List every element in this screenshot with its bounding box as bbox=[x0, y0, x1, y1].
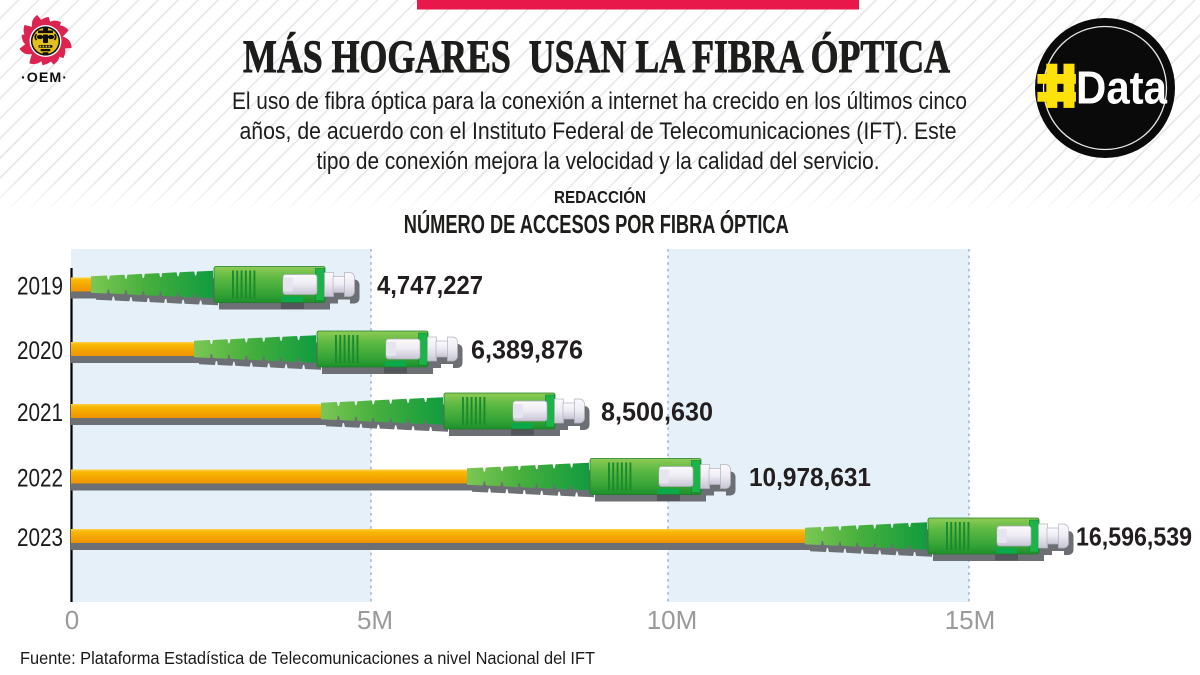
svg-text:NÚMERO DE ACCESOS POR FIBRA ÓP: NÚMERO DE ACCESOS POR FIBRA ÓPTICA bbox=[404, 209, 789, 239]
svg-text:5M: 5M bbox=[357, 605, 393, 635]
svg-text:2021: 2021 bbox=[17, 399, 63, 427]
svg-text:El uso de fibra óptica para la: El uso de fibra óptica para la conexión … bbox=[232, 88, 967, 115]
svg-text:16,596,539: 16,596,539 bbox=[1076, 522, 1192, 552]
svg-text:8,500,630: 8,500,630 bbox=[601, 397, 713, 427]
svg-text:10M: 10M bbox=[647, 605, 698, 635]
svg-text:años, de acuerdo con el Instit: años, de acuerdo con el Instituto Federa… bbox=[240, 118, 957, 145]
svg-text:2022: 2022 bbox=[17, 465, 63, 493]
svg-text:tipo de conexión mejora la vel: tipo de conexión mejora la velocidad y l… bbox=[317, 148, 880, 175]
svg-text:2020: 2020 bbox=[17, 337, 63, 365]
svg-text:Data: Data bbox=[1076, 62, 1168, 114]
svg-text:10,978,631: 10,978,631 bbox=[749, 462, 871, 492]
svg-text:6,389,876: 6,389,876 bbox=[471, 335, 583, 365]
svg-text:2019: 2019 bbox=[17, 273, 63, 301]
svg-text:15M: 15M bbox=[945, 605, 996, 635]
svg-text:MÁS HOGARES USAN LA FIBRA ÓPT: MÁS HOGARES USAN LA FIBRA ÓPTICA bbox=[243, 31, 950, 83]
svg-text:REDACCIÓN: REDACCIÓN bbox=[554, 186, 646, 207]
svg-text:2023: 2023 bbox=[17, 524, 63, 552]
svg-text:0: 0 bbox=[65, 605, 79, 635]
svg-text:Fuente: Plataforma Estadística: Fuente: Plataforma Estadística de Teleco… bbox=[20, 648, 595, 668]
svg-text:4,747,227: 4,747,227 bbox=[377, 270, 483, 300]
svg-text:·OEM·: ·OEM· bbox=[21, 69, 68, 85]
